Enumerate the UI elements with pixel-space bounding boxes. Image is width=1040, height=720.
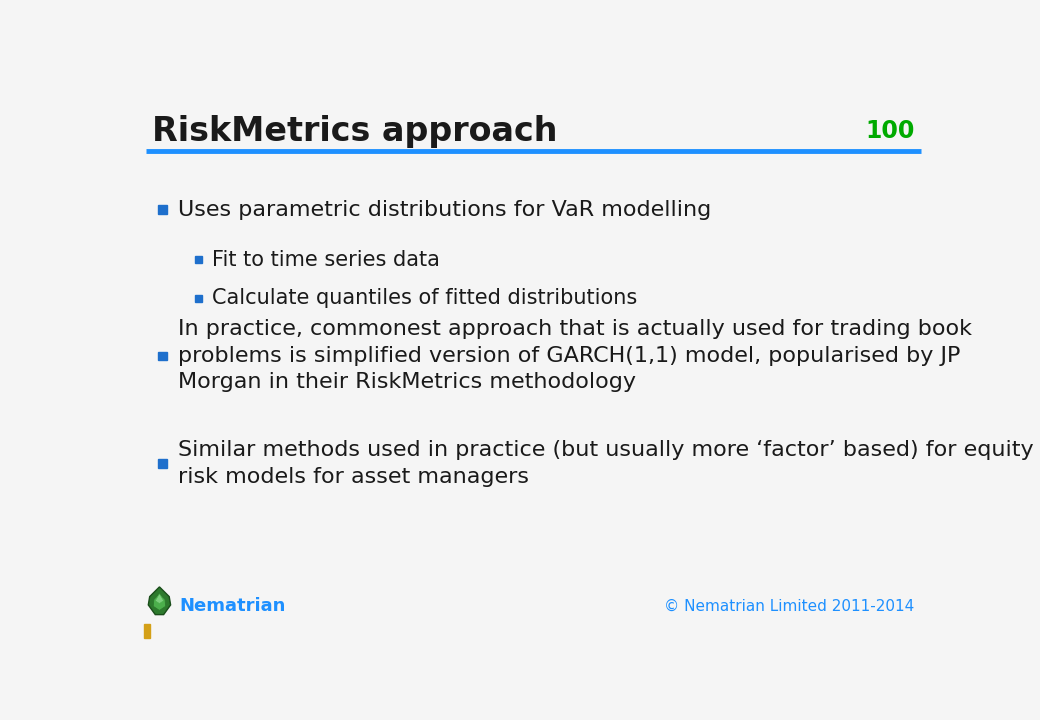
Text: Fit to time series data: Fit to time series data <box>212 250 440 270</box>
Polygon shape <box>149 587 171 615</box>
Bar <box>158 351 166 360</box>
Polygon shape <box>153 594 165 611</box>
Text: Nematrian: Nematrian <box>180 597 286 615</box>
Bar <box>158 459 166 468</box>
Polygon shape <box>155 594 163 603</box>
Bar <box>194 256 202 263</box>
Text: 100: 100 <box>865 119 914 143</box>
Bar <box>194 294 202 302</box>
Bar <box>144 624 150 638</box>
Text: RiskMetrics approach: RiskMetrics approach <box>152 114 557 148</box>
Text: Calculate quantiles of fitted distributions: Calculate quantiles of fitted distributi… <box>212 288 638 308</box>
Text: In practice, commonest approach that is actually used for trading book
problems : In practice, commonest approach that is … <box>178 320 972 392</box>
Text: Similar methods used in practice (but usually more ‘factor’ based) for equity
ri: Similar methods used in practice (but us… <box>178 441 1034 487</box>
Text: Uses parametric distributions for VaR modelling: Uses parametric distributions for VaR mo… <box>178 199 711 220</box>
Bar <box>158 205 166 214</box>
Text: © Nematrian Limited 2011-2014: © Nematrian Limited 2011-2014 <box>665 598 914 613</box>
